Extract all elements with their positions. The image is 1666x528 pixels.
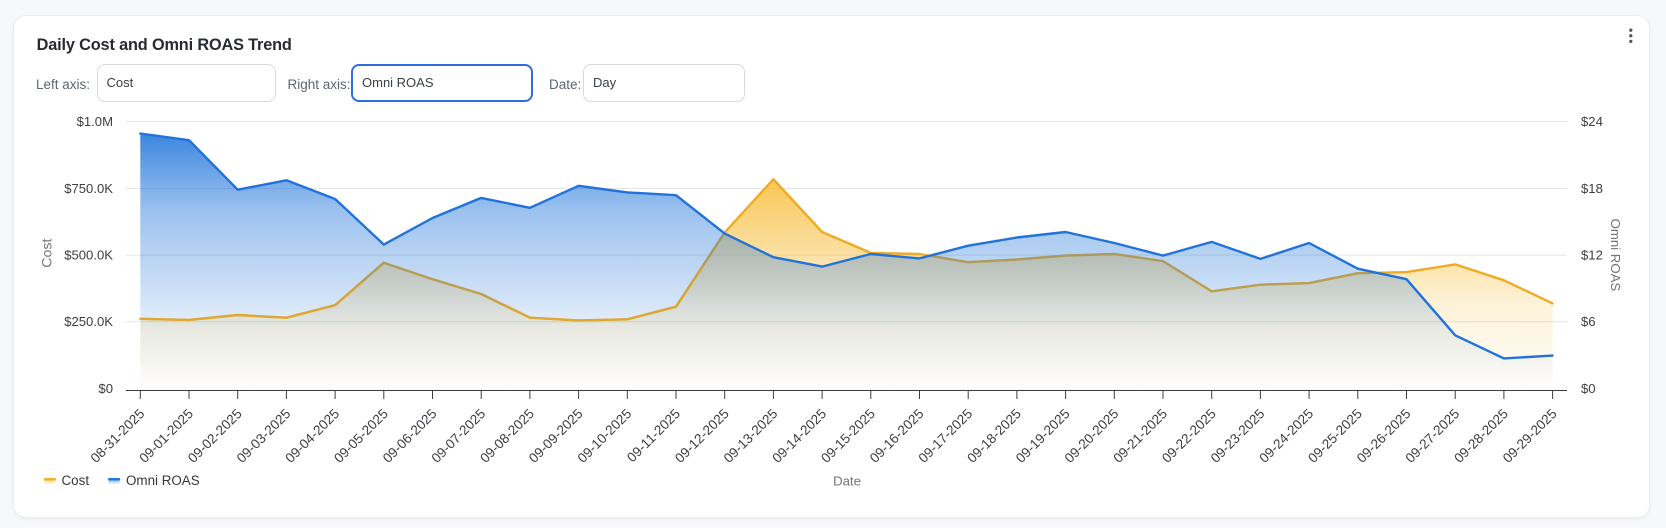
svg-text:$0: $0 — [98, 381, 113, 396]
svg-text:$24: $24 — [1581, 114, 1603, 129]
svg-text:Omni ROAS: Omni ROAS — [1608, 219, 1623, 292]
svg-text:$6: $6 — [1581, 314, 1596, 329]
svg-text:$500.0K: $500.0K — [64, 248, 113, 263]
svg-text:Cost: Cost — [40, 239, 56, 268]
svg-text:Cost: Cost — [62, 473, 90, 488]
svg-text:Omni ROAS: Omni ROAS — [126, 473, 200, 488]
svg-text:$12: $12 — [1581, 248, 1603, 263]
svg-text:Date: Date — [833, 474, 861, 489]
svg-text:$18: $18 — [1581, 181, 1603, 196]
svg-text:$1.0M: $1.0M — [77, 114, 113, 129]
svg-text:$750.0K: $750.0K — [64, 181, 113, 196]
svg-text:$0: $0 — [1581, 381, 1596, 396]
svg-text:$250.0K: $250.0K — [64, 314, 113, 329]
